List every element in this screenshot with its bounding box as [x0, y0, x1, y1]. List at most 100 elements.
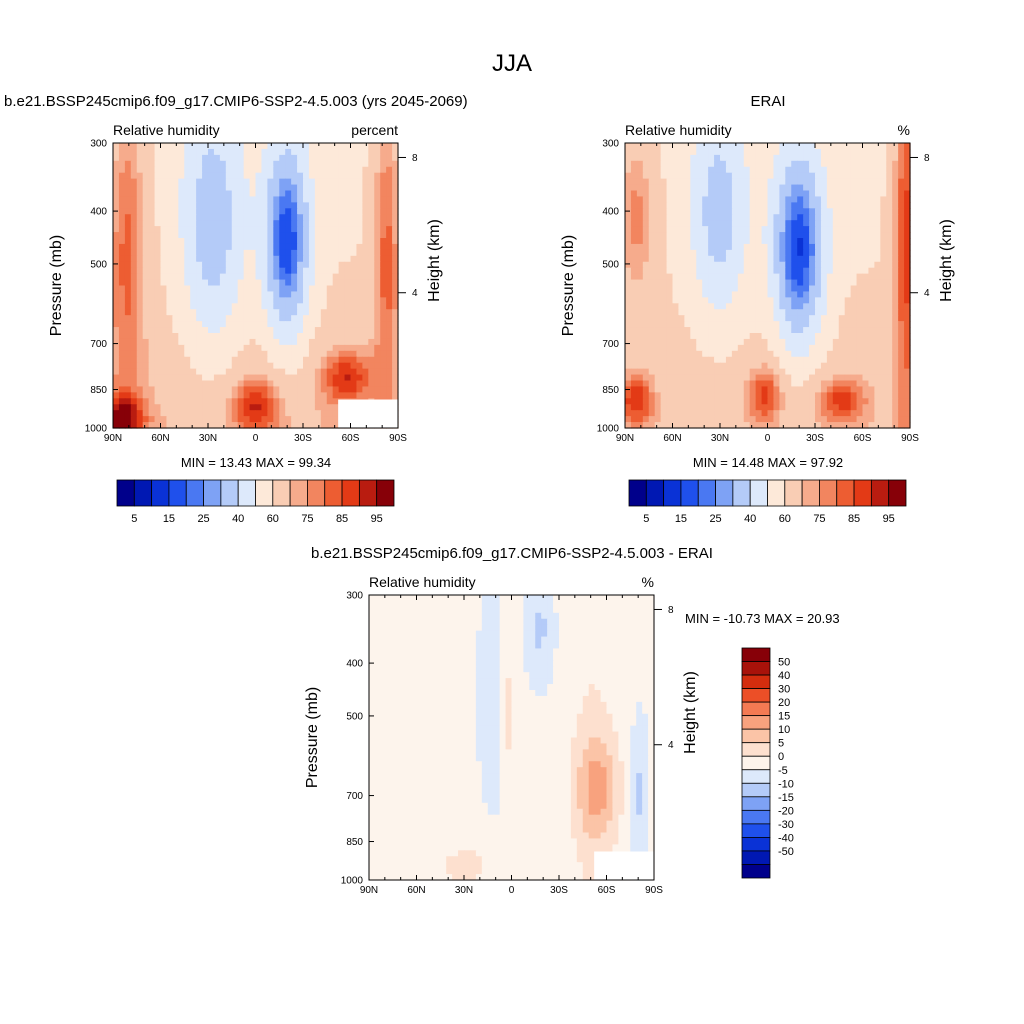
difference-panel: b.e21.BSSP245cmip6.f09_g17.CMIP6-SSP2-4.… — [304, 545, 840, 896]
heatmap-cell — [202, 148, 209, 156]
heatmap-cell — [636, 214, 644, 221]
heatmap-cell — [666, 190, 674, 198]
heatmap-cell — [696, 398, 703, 405]
heatmap-cell — [118, 303, 126, 310]
heatmap-cell — [178, 333, 185, 340]
heatmap-cell — [660, 404, 668, 411]
heatmap-cell — [166, 273, 173, 281]
heatmap-cell — [314, 380, 322, 388]
heatmap-cell — [243, 178, 251, 186]
heatmap-cell — [219, 143, 227, 150]
heatmap-cell — [303, 303, 310, 310]
heatmap-cell — [184, 398, 191, 405]
heatmap-cell — [654, 238, 662, 245]
heatmap-cell — [160, 214, 168, 221]
heatmap-cell — [886, 333, 893, 340]
heatmap-cell — [362, 321, 369, 328]
heatmap-cell — [767, 321, 775, 328]
heatmap-cell — [815, 327, 822, 334]
heatmap-cell — [666, 208, 674, 215]
heatmap-cell — [118, 416, 126, 423]
heatmap-cell — [654, 327, 662, 334]
heatmap-cell — [731, 249, 739, 257]
heatmap-cell — [202, 356, 209, 364]
heatmap-cell — [773, 303, 780, 310]
heatmap-cell — [576, 595, 584, 602]
heatmap-cell — [838, 350, 846, 358]
heatmap-cell — [725, 374, 733, 382]
heatmap-cell — [809, 356, 816, 364]
heatmap-cell — [225, 279, 233, 287]
heatmap-cell — [636, 416, 644, 423]
heatmap-cell — [154, 255, 162, 263]
heatmap-cell — [196, 148, 203, 156]
heatmap-cell — [714, 226, 721, 233]
heatmap-cell — [844, 279, 852, 287]
heatmap-cell — [285, 380, 292, 388]
heatmap-cell — [249, 160, 257, 168]
heatmap-cell — [154, 392, 162, 399]
heatmap-cell — [708, 208, 715, 215]
heatmap-cell — [797, 154, 804, 162]
heatmap-cell — [243, 154, 251, 162]
heatmap-cell — [826, 285, 834, 293]
heatmap-cell — [880, 327, 887, 334]
heatmap-cell — [148, 410, 156, 417]
heatmap-cell — [743, 321, 751, 328]
heatmap-cell — [844, 350, 852, 358]
heatmap-cell — [696, 178, 703, 186]
heatmap-cell — [255, 232, 263, 239]
heatmap-cell — [880, 303, 887, 310]
heatmap-cell — [178, 380, 185, 388]
heatmap-cell — [862, 267, 870, 275]
heatmap-cell — [255, 279, 263, 287]
min-max-label: MIN = 14.48 MAX = 97.92 — [693, 455, 843, 470]
heatmap-cell — [190, 350, 197, 358]
heatmap-cell — [743, 154, 751, 162]
heatmap-cell — [243, 338, 251, 346]
heatmap-cell — [356, 392, 363, 399]
heatmap-cell — [237, 309, 245, 316]
heatmap-cell — [332, 309, 340, 316]
heatmap-cell — [249, 362, 257, 370]
heatmap-cell — [678, 291, 685, 298]
heatmap-cell — [702, 410, 709, 417]
heatmap-cell — [749, 160, 757, 168]
heatmap-cell — [303, 422, 310, 429]
heatmap-cell — [850, 338, 858, 346]
x-tick-label: 90S — [389, 433, 407, 444]
heatmap-cell — [231, 285, 239, 293]
heatmap-cell — [862, 226, 870, 233]
heatmap-cell — [362, 178, 369, 186]
heatmap-cell — [559, 606, 566, 614]
heatmap-cell — [196, 422, 203, 429]
heatmap-cell — [862, 350, 870, 358]
heatmap-cell — [832, 214, 840, 221]
heatmap-cell — [154, 160, 162, 168]
heatmap-cell — [684, 273, 691, 281]
heatmap-cell — [625, 166, 632, 174]
heatmap-cell — [797, 380, 804, 388]
heatmap-cell — [178, 303, 185, 310]
heatmap-cell — [208, 356, 215, 364]
heatmap-cell — [166, 410, 173, 417]
heatmap-cell — [291, 285, 298, 293]
heatmap-cell — [755, 362, 763, 370]
heatmap-cell — [767, 386, 775, 393]
heatmap-cell — [469, 612, 477, 620]
heatmap-cell — [785, 160, 792, 168]
heatmap-cell — [898, 350, 905, 358]
heatmap-cell — [190, 374, 197, 382]
heatmap-cell — [642, 362, 650, 370]
heatmap-cell — [630, 368, 638, 376]
heatmap-cell — [743, 267, 751, 275]
heatmap-cell — [380, 374, 387, 382]
heatmap-cell — [690, 344, 697, 352]
heatmap-cell — [767, 220, 775, 227]
heatmap-cell — [124, 285, 132, 293]
heatmap-cell — [196, 178, 203, 186]
heatmap-cell — [737, 404, 745, 411]
heatmap-cell — [785, 374, 792, 382]
heatmap-cell — [886, 344, 893, 352]
heatmap-cell — [308, 255, 316, 263]
